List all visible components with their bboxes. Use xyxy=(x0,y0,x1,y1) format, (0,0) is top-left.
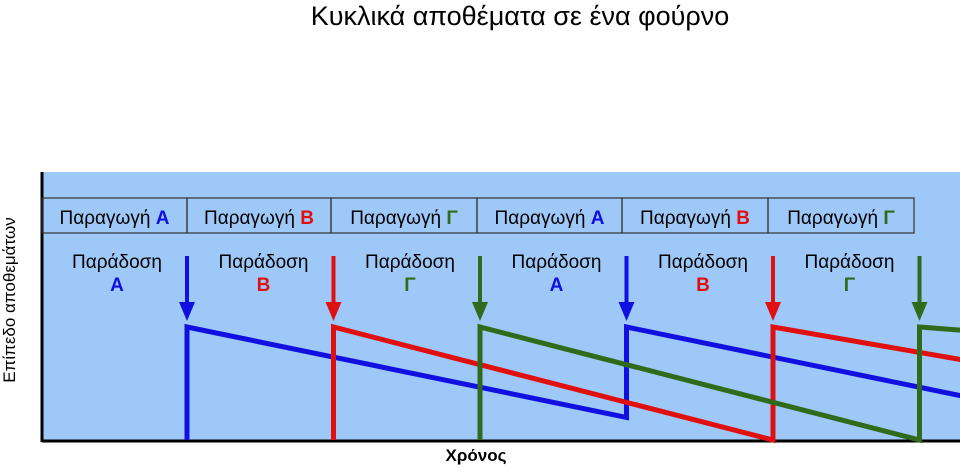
delivery-label: Παράδοση xyxy=(72,252,162,273)
delivery-arrow-head xyxy=(765,302,781,321)
production-cell: Παραγωγή Γ xyxy=(330,197,478,234)
production-label: Παραγωγή B xyxy=(640,208,750,229)
delivery-arrow-head xyxy=(472,302,488,321)
production-prefix: Παραγωγή xyxy=(204,208,300,229)
delivery-arrow-head xyxy=(325,302,342,321)
production-label: Παραγωγή B xyxy=(204,208,314,229)
delivery-markers: ΠαράδοσηAΠαράδοσηBΠαράδοσηΓΠαράδοσηAΠαρά… xyxy=(72,252,928,321)
delivery-letter: Γ xyxy=(844,275,856,296)
delivery-arrow-head xyxy=(911,302,928,321)
production-letter: Γ xyxy=(446,208,458,229)
chart-title: Κυκλικά αποθέματα σε ένα φούρνο xyxy=(310,1,730,31)
production-label: Παραγωγή Γ xyxy=(787,208,895,229)
production-letter: A xyxy=(591,208,605,229)
delivery-label: Παράδοση xyxy=(805,252,895,273)
delivery-arrow-head xyxy=(179,302,195,321)
production-prefix: Παραγωγή xyxy=(350,208,446,229)
delivery-letter: A xyxy=(110,275,124,296)
production-label: Παραγωγή A xyxy=(495,208,605,229)
production-prefix: Παραγωγή xyxy=(787,208,883,229)
production-label: Παραγωγή Γ xyxy=(350,208,458,229)
production-cell-border xyxy=(767,197,915,234)
delivery-label: Παράδοση xyxy=(219,252,309,273)
production-letter: B xyxy=(736,208,750,229)
delivery-label: Παράδοση xyxy=(365,252,455,273)
delivery-letter: A xyxy=(550,275,564,296)
production-prefix: Παραγωγή xyxy=(495,208,591,229)
inventory-line-B xyxy=(331,323,960,444)
inventory-line-C xyxy=(477,323,960,444)
delivery-arrow-head xyxy=(618,302,635,321)
production-label: Παραγωγή A xyxy=(60,208,170,229)
production-letter: B xyxy=(300,208,314,229)
production-letter: Γ xyxy=(883,208,895,229)
inventory-series xyxy=(184,323,960,444)
production-cell: Παραγωγή Γ xyxy=(767,197,915,234)
delivery-label: Παράδοση xyxy=(512,252,602,273)
x-axis-label: Χρόνος xyxy=(445,446,507,465)
production-schedule: Παραγωγή A Παραγωγή B Παραγωγή Γ Παραγωγή A… xyxy=(41,197,915,234)
delivery-label: Παράδοση xyxy=(658,252,748,273)
production-prefix: Παραγωγή xyxy=(640,208,736,229)
delivery-letter: B xyxy=(257,275,271,296)
production-prefix: Παραγωγή xyxy=(60,208,156,229)
delivery-letter: Γ xyxy=(404,275,416,296)
plot-area xyxy=(42,172,960,440)
production-letter: A xyxy=(156,208,170,229)
delivery-letter: B xyxy=(696,275,710,296)
